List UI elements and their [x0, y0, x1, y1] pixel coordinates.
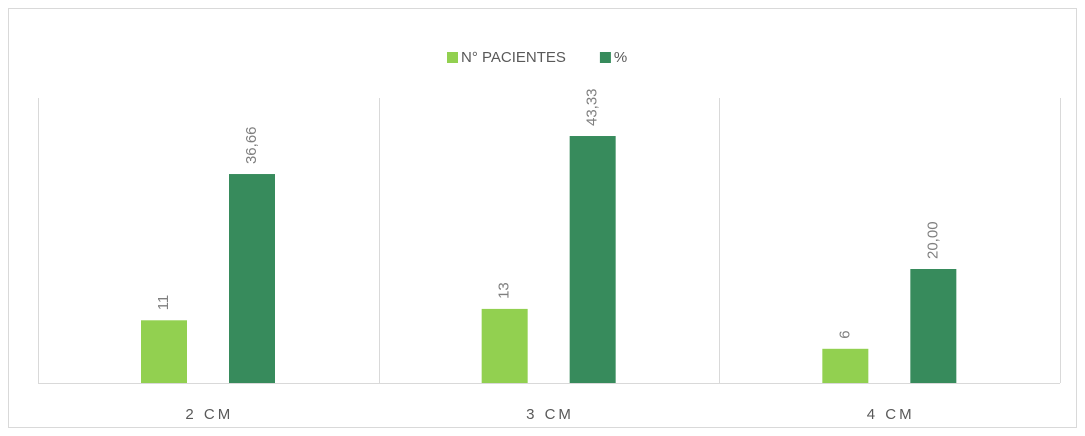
legend-swatch: [447, 52, 458, 63]
x-tick-label: 3 CM: [526, 406, 574, 423]
value-label: 11: [155, 295, 172, 311]
value-label: 13: [496, 282, 513, 299]
bar: [910, 269, 957, 383]
bar: [822, 348, 869, 383]
legend-label: N° PACIENTES: [461, 49, 566, 66]
value-label: 43,33: [584, 88, 601, 126]
value-label: 20,00: [924, 221, 941, 259]
bar: [569, 136, 616, 383]
bar: [229, 174, 275, 383]
legend-label: %: [614, 49, 627, 66]
x-tick-label: 4 CM: [867, 406, 915, 423]
value-label: 36,66: [243, 126, 260, 164]
bar: [481, 308, 528, 383]
value-label: 6: [836, 330, 853, 338]
legend-swatch: [599, 52, 611, 63]
bar: [141, 320, 187, 383]
x-tick-label: 2 CM: [185, 406, 233, 423]
